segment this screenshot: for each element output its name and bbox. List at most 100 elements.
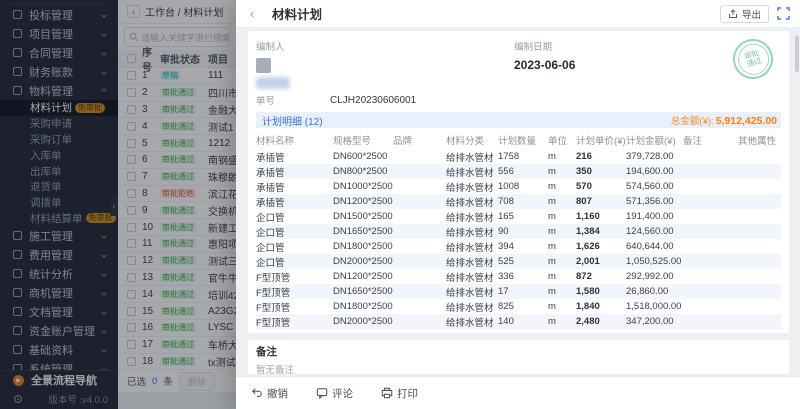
row-checkbox[interactable] (127, 88, 136, 98)
unit: m (548, 211, 556, 222)
sidebar-item[interactable]: 系统管理 (0, 359, 118, 370)
plan-detail-strip: 计划明细 (12) 总金额(¥): 5,912,425.00 (256, 112, 781, 128)
sidebar-item[interactable]: 商机管理 (0, 283, 118, 302)
list-item[interactable]: 5 审批通过 1212 (118, 135, 236, 152)
sidebar-item[interactable]: 费用管理 (0, 245, 118, 264)
row-checkbox[interactable] (127, 289, 136, 299)
sidebar-item[interactable]: 财务账款 (0, 62, 118, 81)
material-name: 承插管 (256, 182, 285, 194)
sidebar-item[interactable]: 项目管理 (0, 24, 118, 43)
list-item[interactable]: 15 审批通过 A23G2511 (118, 303, 236, 320)
list-item[interactable]: 17 审批通过 车桥大厦 (118, 337, 236, 354)
undo-button[interactable]: 撤销 (251, 386, 288, 401)
sidebar-item[interactable]: 退货单 (0, 179, 118, 195)
sidebar-item-process-nav[interactable]: ▶ 全景流程导航 (0, 370, 118, 389)
material-name: 承插管 (256, 152, 285, 164)
list-item[interactable]: 3 审批通过 金融大厦采购 (118, 102, 236, 119)
list-item[interactable]: 6 审批通过 南钢盛达大厦 (118, 152, 236, 169)
project-name: 惠阳项目 (208, 240, 236, 252)
amount: 1,518,000.00 (626, 301, 682, 312)
table-row: 承插管 DN1200*2500 给排水管材 708 m 807 571,356.… (256, 194, 781, 209)
menu-icon (13, 29, 22, 38)
material-name: 承插管 (256, 167, 285, 179)
modal-overlay[interactable] (0, 0, 236, 409)
row-checkbox[interactable] (127, 138, 136, 148)
print-button[interactable]: 打印 (381, 386, 418, 401)
list-item[interactable]: 8 审批拒绝 滨江花城10 (118, 186, 236, 203)
sidebar-item-label: 施工管理 (29, 230, 73, 243)
row-checkbox[interactable] (127, 155, 136, 165)
project-name: 1212 (208, 137, 231, 149)
menu-icon (13, 307, 22, 317)
list-item[interactable]: 2 审批通过 四川市政项目 (118, 85, 236, 102)
status-badge: 草稿 (160, 71, 180, 81)
list-item[interactable]: 7 审批通过 珠穆朗玛峰 (118, 169, 236, 186)
sidebar-item[interactable]: 投标管理 (0, 5, 118, 24)
list-item[interactable]: 1 草稿 111 (118, 68, 236, 85)
unit-price: 350 (576, 166, 592, 177)
unit-price: 1,840 (576, 301, 600, 312)
row-checkbox[interactable] (127, 188, 136, 198)
list-item[interactable]: 9 审批通过 交换机 (118, 202, 236, 220)
list-item[interactable]: 10 审批通过 新建工程-测 (118, 219, 236, 236)
status-badge: 审批通过 (160, 88, 196, 98)
sidebar-item[interactable]: 资金账户管理 (0, 321, 118, 340)
process-nav-label: 全景流程导航 (31, 375, 97, 387)
fullscreen-icon[interactable] (777, 7, 790, 20)
amount: 191,400.00 (626, 211, 674, 222)
sidebar-item[interactable]: 文档管理 (0, 302, 118, 321)
row-checkbox[interactable] (127, 356, 136, 366)
select-all-checkbox[interactable] (127, 54, 136, 63)
material-category: 给排水管材 (446, 227, 494, 239)
sidebar-item[interactable]: 合同管理 (0, 43, 118, 62)
planned-qty: 525 (498, 256, 514, 267)
sidebar-collapse-handle[interactable]: ‹ (110, 196, 118, 216)
unit-price: 872 (576, 271, 592, 282)
export-button[interactable]: 导出 (719, 4, 769, 23)
sidebar-item[interactable]: 采购申请 (0, 116, 118, 132)
row-checkbox[interactable] (127, 306, 136, 316)
drawer-collapse-icon[interactable]: ‹ (249, 6, 255, 21)
row-checkbox[interactable] (127, 222, 136, 232)
row-checkbox[interactable] (127, 239, 136, 249)
search-input[interactable] (125, 29, 229, 47)
row-checkbox[interactable] (127, 323, 136, 333)
back-button[interactable]: ‹ (127, 5, 140, 18)
sidebar-item[interactable]: 材料计划 免审批 (0, 100, 118, 116)
list-item[interactable]: 13 审批通过 官牛牛 (118, 270, 236, 287)
drawer-scrollbar[interactable] (795, 36, 799, 72)
gear-icon[interactable] (13, 394, 23, 404)
list-item[interactable]: 16 审批通过 LYSC (118, 320, 236, 337)
row-checkbox[interactable] (127, 121, 136, 131)
comment-icon (316, 388, 328, 399)
sidebar-item[interactable]: 物料管理 (0, 81, 118, 100)
row-checkbox[interactable] (127, 71, 136, 81)
sidebar-item[interactable]: 统计分析 (0, 264, 118, 283)
sidebar-item[interactable]: 施工管理 (0, 226, 118, 245)
planned-qty: 165 (498, 211, 514, 222)
sidebar-item[interactable]: 基础资料 (0, 340, 118, 359)
sidebar-item-label: 项目管理 (29, 28, 73, 41)
row-checkbox[interactable] (127, 104, 136, 114)
list-item[interactable]: 11 审批通过 惠阳项目 (118, 236, 236, 253)
row-checkbox[interactable] (127, 256, 136, 266)
sidebar-item[interactable]: 入库单 (0, 147, 118, 163)
row-checkbox[interactable] (127, 340, 136, 350)
list-item[interactable]: 12 审批通过 测试三环路 (118, 253, 236, 270)
sidebar-item[interactable]: 调拨单 (0, 195, 118, 211)
comment-button[interactable]: 评论 (316, 386, 353, 401)
list-item[interactable]: 14 审批通过 培训425 (118, 286, 236, 304)
sidebar-item[interactable]: 采购订单 (0, 132, 118, 148)
list-panel: ‹ 工作台 / 材料计划 序号 审批状态 项目 1 草稿 111 (118, 0, 236, 409)
row-checkbox[interactable] (127, 205, 136, 215)
sidebar-item[interactable]: 出库单 (0, 163, 118, 179)
row-checkbox[interactable] (127, 272, 136, 282)
list-item[interactable]: 4 审批通过 测试1 (118, 118, 236, 136)
row-checkbox[interactable] (127, 172, 136, 182)
plan-detail-title: 计划明细 (12) (262, 116, 323, 128)
delete-button[interactable]: 删除 (178, 371, 215, 391)
sidebar-item[interactable]: 材料结算单 免审批 (0, 211, 118, 227)
list-item[interactable]: 18 审批通过 tx测试2 (118, 354, 236, 371)
detail-card: 编制人 编制日期 2023-06-06 审批通过 单号 CLJH20230606… (248, 31, 789, 333)
row-index: 14 (142, 288, 154, 300)
